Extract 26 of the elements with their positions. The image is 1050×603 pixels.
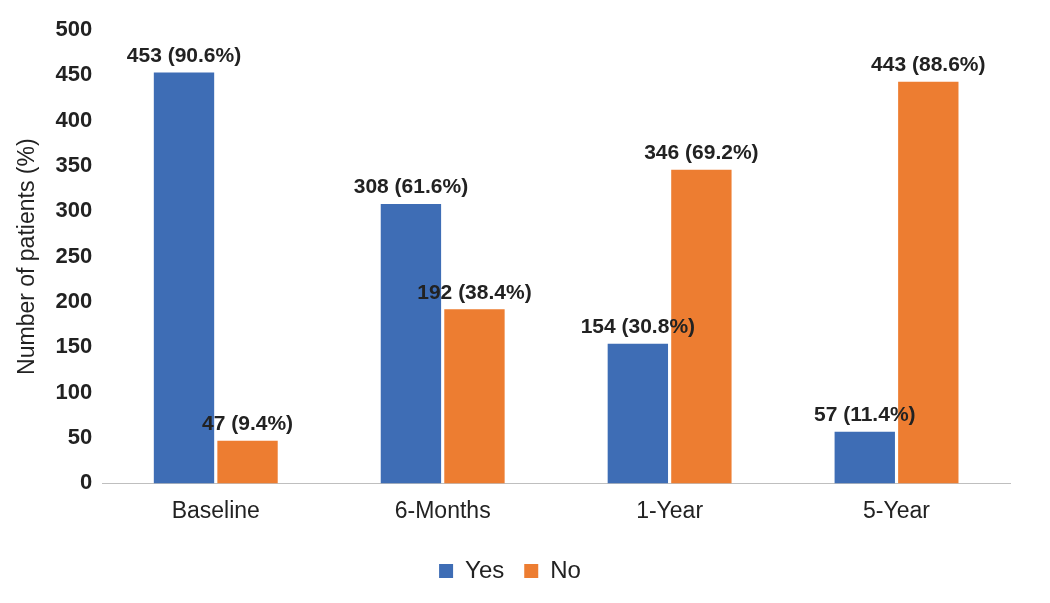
y-tick-label: 400 [55,106,93,132]
legend-label: No [550,555,581,583]
x-tick-label: 1-Year [636,496,704,523]
data-label: 453 (90.6%) [126,42,242,66]
y-axis-title: Number of patients (%) [13,138,40,375]
bar [834,431,895,484]
data-label: 443 (88.6%) [871,51,986,75]
bar [217,440,278,484]
legend-label: Yes [465,555,505,583]
y-tick-label: 0 [80,469,93,495]
y-tick-label: 50 [67,424,93,450]
y-tick-label: 250 [55,242,93,268]
bar [444,309,505,484]
y-tick-label: 100 [55,378,93,404]
x-tick-label: 6-Months [394,496,491,523]
y-tick-label: 450 [55,61,93,87]
y-tick-label: 350 [55,152,93,178]
x-tick-label: 5-Year [863,496,931,523]
y-tick-label: 500 [55,16,93,42]
y-tick-label: 150 [55,333,93,359]
y-tick-label: 300 [55,197,93,223]
data-label: 346 (69.2%) [644,139,759,163]
data-label: 308 (61.6%) [353,174,469,198]
y-tick-label: 200 [55,288,93,314]
bar [607,343,669,484]
x-tick-label: Baseline [171,496,260,523]
